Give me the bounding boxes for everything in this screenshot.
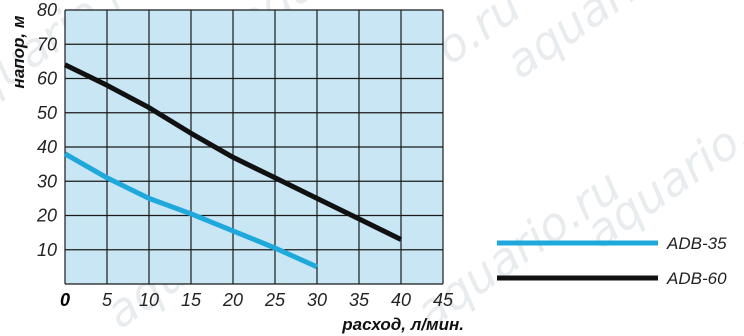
x-tick-label: 25 [264,290,286,310]
x-tick-label: 35 [349,290,370,310]
x-tick-label: 0 [60,290,70,310]
y-tick-label: 30 [37,171,57,191]
x-tick-label: 20 [222,290,243,310]
x-axis-title: расход, л/мин. [341,315,464,334]
x-tick-label: 10 [139,290,159,310]
legend-label-adb-60: ADB-60 [666,269,727,288]
y-tick-label: 70 [37,34,57,54]
y-tick-labels: 10 20 30 40 50 60 70 80 [36,0,57,260]
y-tick-label: 60 [37,69,57,89]
series-lines [63,62,403,270]
y-tick-label: 50 [37,103,57,123]
legend: ADB-35 ADB-60 [497,234,727,288]
grid [64,9,444,285]
x-tick-label: 15 [181,290,202,310]
legend-label-adb-35: ADB-35 [666,234,727,253]
y-tick-label: 40 [37,137,57,157]
watermark-text: aquario.ru [495,0,720,89]
y-tick-label: 10 [37,240,57,260]
x-tick-label: 40 [391,290,411,310]
x-tick-label: 30 [307,290,327,310]
y-tick-label: 20 [36,206,57,226]
series-line-adb-60 [63,62,403,242]
y-tick-label: 80 [37,0,57,20]
series-line-adb-35 [63,151,319,270]
x-tick-label: 5 [102,290,113,310]
x-tick-labels: 0 5 10 15 20 25 30 35 40 45 [60,290,454,310]
y-axis-title: напор, м [9,15,28,88]
x-tick-label: 45 [433,290,454,310]
